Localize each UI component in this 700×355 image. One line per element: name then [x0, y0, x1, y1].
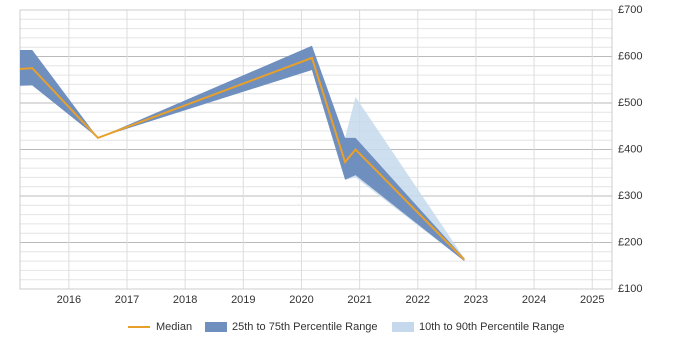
percentile-band: [20, 45, 465, 262]
x-tick-label: 2020: [289, 294, 313, 306]
x-tick-label: 2021: [347, 294, 371, 306]
x-tick-label: 2016: [57, 294, 81, 306]
y-tick-label: £300: [618, 190, 642, 202]
legend-label: 25th to 75th Percentile Range: [232, 321, 378, 333]
legend-swatch: [205, 322, 227, 332]
x-tick-label: 2025: [580, 294, 604, 306]
x-tick-label: 2023: [464, 294, 488, 306]
legend-label: 10th to 90th Percentile Range: [419, 321, 565, 333]
y-tick-label: £700: [618, 4, 642, 16]
median-line: [19, 56, 466, 261]
x-tick-label: 2019: [231, 294, 255, 306]
y-tick-label: £400: [618, 143, 642, 155]
y-tick-label: £100: [618, 283, 642, 295]
legend-swatch: [392, 322, 414, 332]
y-tick-label: £200: [618, 236, 642, 248]
legend-label: Median: [156, 321, 192, 333]
x-tick-label: 2018: [173, 294, 197, 306]
x-tick-label: 2022: [406, 294, 430, 306]
x-tick-label: 2024: [522, 294, 546, 306]
plot-border: [19, 9, 613, 290]
y-tick-label: £600: [618, 50, 642, 62]
x-tick-label: 2017: [115, 294, 139, 306]
y-tick-label: £500: [618, 97, 642, 109]
